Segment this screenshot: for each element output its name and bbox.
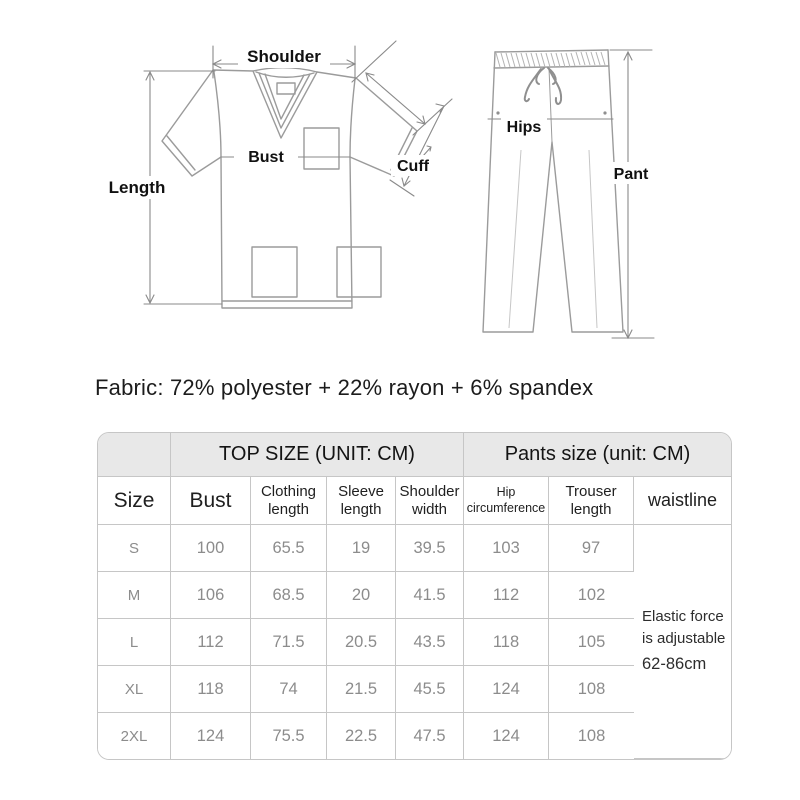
value-cell: 100 [171,525,251,572]
value-cell: 20.5 [327,619,396,666]
col-header-waistline: waistline [634,477,731,525]
size-table-container: TOP SIZE (UNIT: CM) Pants size (unit: CM… [97,432,732,760]
bust-label: Bust [248,149,284,166]
waistline-note-cell: Elastic force is adjustable 62-86cm [634,525,731,759]
value-cell: 102 [549,572,634,619]
value-cell: 74 [251,666,327,713]
fabric-note: Fabric: 72% polyester + 22% rayon + 6% s… [95,375,594,400]
col-header-bust: Bust [171,477,251,525]
garment-measurement-diagram: Shoulder Length Bust Cuff [99,40,655,340]
value-cell: 112 [171,619,251,666]
waistline-range: 62-86cm [642,654,707,673]
group-header-pants-size: Pants size (unit: CM) [464,433,731,477]
hips-label: Hips [507,119,542,136]
table-row-m: M 106 68.5 20 41.5 112 102 [98,572,731,619]
size-cell: M [98,572,171,619]
col-header-size: Size [98,477,171,525]
value-cell: 39.5 [396,525,464,572]
waistline-note-text: Elastic force is adjustable [642,608,726,648]
pants-dimension-lines [487,49,655,340]
value-cell: 71.5 [251,619,327,666]
value-cell: 118 [464,619,549,666]
table-row-l: L 112 71.5 20.5 43.5 118 105 [98,619,731,666]
size-table: TOP SIZE (UNIT: CM) Pants size (unit: CM… [98,433,731,759]
size-cell: XL [98,666,171,713]
corner-cell [98,433,171,477]
cuff-label: Cuff [397,158,430,175]
pants-creases [508,149,598,329]
drawstring [523,67,563,105]
shirt-label-backgrounds [99,45,436,199]
value-cell: 68.5 [251,572,327,619]
col-header-hip-circumference: Hip circumference [464,477,549,525]
pants-label-backgrounds [501,115,654,184]
value-cell: 105 [549,619,634,666]
size-cell: S [98,525,171,572]
value-cell: 103 [464,525,549,572]
size-cell: 2XL [98,713,171,759]
group-header-top-size: TOP SIZE (UNIT: CM) [171,433,464,477]
pants-waistband-hatching [495,51,606,68]
value-cell: 65.5 [251,525,327,572]
pocket-dots [496,111,607,115]
size-cell: L [98,619,171,666]
value-cell: 108 [549,666,634,713]
table-row-2xl: 2XL 124 75.5 22.5 47.5 124 108 [98,713,731,759]
value-cell: 47.5 [396,713,464,759]
value-cell: 124 [171,713,251,759]
col-header-shoulder-width: Shoulder width [396,477,464,525]
length-label: Length [109,178,166,197]
pants-drawing [482,49,624,333]
value-cell: 108 [549,713,634,759]
col-header-sleeve-length: Sleeve length [327,477,396,525]
value-cell: 19 [327,525,396,572]
shoulder-label: Shoulder [247,47,321,66]
value-cell: 21.5 [327,666,396,713]
value-cell: 45.5 [396,666,464,713]
pant-label: Pant [614,166,649,183]
table-row-s: S 100 65.5 19 39.5 103 97 Elastic force … [98,525,731,759]
value-cell: 20 [327,572,396,619]
value-cell: 106 [171,572,251,619]
table-row-xl: XL 118 74 21.5 45.5 124 108 [98,666,731,713]
col-header-clothing-length: Clothing length [251,477,327,525]
scrub-top-drawing [161,67,418,309]
value-cell: 124 [464,713,549,759]
value-cell: 43.5 [396,619,464,666]
value-cell: 112 [464,572,549,619]
value-cell: 124 [464,666,549,713]
col-header-trouser-length: Trouser length [549,477,634,525]
value-cell: 41.5 [396,572,464,619]
value-cell: 22.5 [327,713,396,759]
value-cell: 75.5 [251,713,327,759]
value-cell: 118 [171,666,251,713]
value-cell: 97 [549,525,634,572]
